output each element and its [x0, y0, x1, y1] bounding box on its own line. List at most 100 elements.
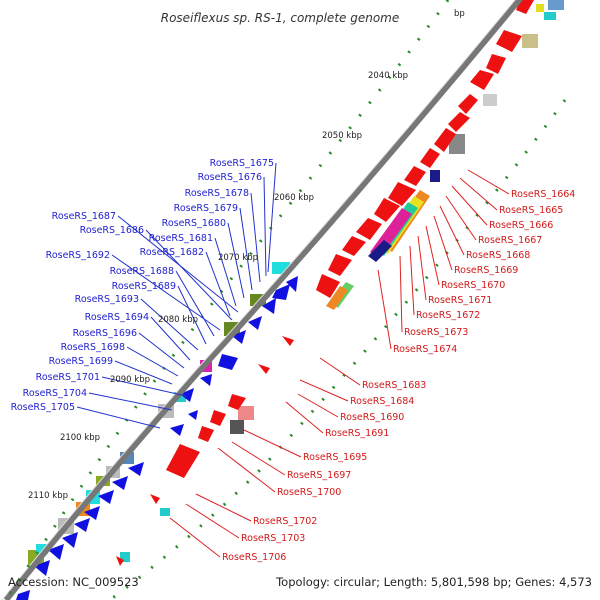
feature-block: [238, 406, 254, 420]
gene-label-reverse: RoseRS_1699: [49, 356, 113, 367]
leader-line: [433, 215, 453, 271]
leader-line: [177, 285, 207, 345]
gene-label-reverse: RoseRS_1681: [149, 233, 213, 244]
leader-line: [205, 251, 231, 317]
leader-lines-right: [169, 169, 510, 558]
leader-line: [150, 316, 191, 361]
leader-line: [175, 270, 215, 337]
gene-label-forward: RoseRS_1700: [277, 487, 341, 498]
leader-line: [250, 192, 261, 283]
leader-line: [239, 207, 253, 291]
accession-text: Accession: NC_009523: [8, 575, 139, 589]
leader-line: [111, 254, 221, 331]
gene-label-forward: RoseRS_1670: [441, 280, 505, 291]
gene-label-reverse: RoseRS_1682: [140, 247, 204, 258]
gene-label-forward: RoseRS_1684: [350, 396, 414, 407]
scale-ring-outer: [109, 99, 567, 600]
leader-line: [285, 401, 324, 434]
gene-label-reverse: RoseRS_1704: [23, 388, 87, 399]
scale-tick-label: 2110 kbp: [28, 491, 68, 501]
feature-block: [120, 552, 130, 562]
feature-block: [522, 34, 538, 48]
leader-line: [263, 176, 267, 277]
genome-backbone-highlight: [1, 0, 516, 600]
scale-tick-label: 2040 kbp: [368, 71, 408, 81]
gene-label-reverse: RoseRS_1696: [73, 328, 137, 339]
gene-label-reverse: RoseRS_1679: [174, 203, 238, 214]
leader-line: [145, 229, 233, 321]
leader-line: [169, 517, 221, 558]
feature-block: [544, 12, 556, 20]
gene-label-forward: RoseRS_1691: [325, 428, 389, 439]
gene-label-reverse: RoseRS_1687: [52, 211, 116, 222]
gene-label-forward: RoseRS_1674: [393, 344, 457, 355]
feature-block: [430, 170, 440, 182]
gene-label-reverse: RoseRS_1698: [61, 342, 125, 353]
gene-label-forward: RoseRS_1706: [222, 552, 286, 563]
scale-label-top: bp: [454, 9, 465, 19]
leader-line: [409, 245, 415, 316]
leader-line: [243, 429, 302, 458]
leader-lines-left: [76, 162, 277, 429]
leader-line: [231, 441, 286, 476]
leader-line: [319, 357, 361, 386]
leader-line: [227, 222, 245, 299]
scale-ring: [6, 0, 450, 597]
feature-block: [536, 4, 544, 12]
leader-line: [445, 195, 477, 241]
gene-label-forward: RoseRS_1683: [362, 380, 426, 391]
feature-block: [36, 544, 48, 554]
leader-line: [114, 360, 173, 385]
leader-line: [467, 169, 510, 195]
scale-tick-label: 2090 kbp: [110, 375, 150, 385]
feature-band: [368, 240, 392, 262]
leader-line: [185, 503, 240, 539]
gene-label-forward: RoseRS_1673: [404, 327, 468, 338]
gene-label-forward: RoseRS_1664: [511, 189, 575, 200]
gene-label-forward: RoseRS_1702: [253, 516, 317, 527]
reverse-arrows: [16, 276, 298, 600]
leader-line: [425, 225, 440, 286]
feature-block: [548, 0, 564, 10]
gene-label-forward: RoseRS_1668: [466, 250, 530, 261]
scale-tick-label: 2080 kbp: [158, 315, 198, 325]
leader-line: [451, 185, 488, 226]
gene-labels-reverse: RoseRS_1675 RoseRS_1676 RoseRS_1678 RoseRS_…: [11, 158, 274, 413]
topology-text: Topology: circular; Length: 5,801,598 bp…: [275, 575, 592, 589]
gene-label-reverse: RoseRS_1694: [85, 312, 149, 323]
leader-line: [126, 346, 179, 377]
gene-label-reverse: RoseRS_1701: [36, 372, 100, 383]
gene-label-forward: RoseRS_1695: [303, 452, 367, 463]
gene-label-forward: RoseRS_1697: [287, 470, 351, 481]
leader-line: [267, 162, 277, 273]
feature-block: [230, 420, 244, 434]
gene-label-forward: RoseRS_1666: [489, 220, 553, 231]
gene-labels-forward: RoseRS_1664 RoseRS_1665 RoseRS_1666 RoseRS_…: [222, 189, 575, 563]
leader-line: [101, 376, 187, 397]
feature-block: [449, 134, 465, 154]
scale-tick-label: 2060 kbp: [274, 193, 314, 203]
gene-label-reverse: RoseRS_1676: [198, 172, 262, 183]
leader-line: [217, 447, 276, 493]
forward-arrows: [116, 0, 534, 566]
gene-label-reverse: RoseRS_1689: [112, 281, 176, 292]
gene-label-forward: RoseRS_1672: [416, 310, 480, 321]
leader-line: [439, 205, 465, 256]
leader-line: [88, 392, 173, 411]
leader-line: [417, 235, 427, 301]
leader-line: [297, 393, 339, 418]
scale-labels: 2040 kbp 2050 kbp 2060 kbp 2070 kbp 2080 kbp…: [28, 71, 408, 501]
gene-label-forward: RoseRS_1669: [454, 265, 518, 276]
scale-tick-label: 2100 kbp: [60, 433, 100, 443]
gene-label-reverse: RoseRS_1675: [210, 158, 274, 169]
scale-tick-label: 2070 kbp: [218, 253, 258, 263]
feature-block: [483, 94, 497, 106]
scale-tick-label: 2050 kbp: [322, 131, 362, 141]
gene-label-forward: RoseRS_1667: [478, 235, 542, 246]
leader-line: [299, 379, 349, 402]
gene-label-reverse: RoseRS_1688: [110, 266, 174, 277]
leader-line: [377, 269, 392, 350]
gene-label-reverse: RoseRS_1680: [162, 218, 226, 229]
leader-line: [76, 406, 161, 429]
